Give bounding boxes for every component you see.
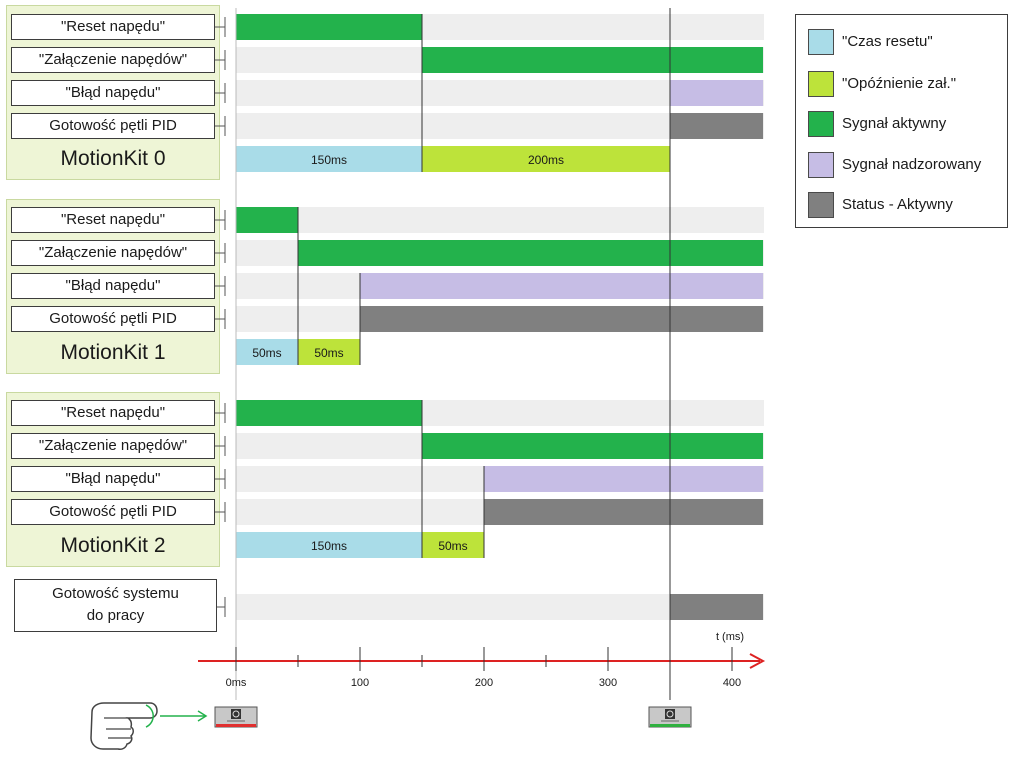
axis-tick-label-4: 400 [723, 677, 741, 689]
legend-item-reset-time: "Czas resetu" [808, 29, 1003, 57]
motionkit-2-reset-label: "Reset napędu" [11, 400, 215, 426]
legend-item-monitored-signal: Sygnał nadzorowany [808, 152, 1003, 180]
system-ready-label-line1: Gotowość systemu [52, 585, 179, 602]
signal-g2-pid [484, 499, 763, 525]
signal-g0-error [670, 80, 763, 106]
motionkit-0-enable-label: "Załączenie napędów" [11, 47, 215, 73]
legend-label-enable-delay: "Opóźnienie zał." [842, 75, 957, 92]
timing-label-g1-0: 50ms [252, 346, 281, 360]
system-ready-label: Gotowość systemu do pracy [14, 579, 217, 632]
signal-g2-error [484, 466, 763, 492]
timing-label-g0-1: 200ms [528, 153, 564, 167]
motionkit-0-pid-label: Gotowość pętli PID [11, 113, 215, 139]
motionkit-0-reset-label: "Reset napędu" [11, 14, 215, 40]
legend-item-active-signal: Sygnał aktywny [808, 111, 1003, 139]
legend-swatch-monitored-signal [808, 152, 834, 178]
legend-label-status-active: Status - Aktywny [842, 196, 953, 213]
timing-g0-0 [236, 146, 422, 172]
legend-item-status-active: Status - Aktywny [808, 192, 1003, 220]
axis-tick-label-2: 200 [475, 677, 493, 689]
signal-g1-enable [298, 240, 763, 266]
motionkit-2-name: MotionKit 2 [60, 534, 166, 557]
signal-g0-enable [422, 47, 763, 73]
motionkit-1-enable-label: "Załączenie napędów" [11, 240, 215, 266]
press-arrow-head-icon [197, 710, 208, 722]
timing-g1-0 [236, 339, 298, 365]
timing-g2-1 [422, 532, 484, 558]
timing-label-g2-1: 50ms [438, 539, 467, 553]
axis-tick-label-0: 0ms [226, 677, 247, 689]
timing-g2-0 [236, 532, 422, 558]
axis-tick-label-3: 300 [599, 677, 617, 689]
signal-g2-enable [422, 433, 763, 459]
legend-label-reset-time: "Czas resetu" [842, 33, 933, 50]
axis-unit-label: t (ms) [716, 631, 744, 643]
legend: "Czas resetu" "Opóźnienie zał." Sygnał a… [795, 14, 1008, 228]
motionkit-2-error-label: "Błąd napędu" [11, 466, 215, 492]
time-axis-arrow [749, 653, 766, 669]
motionkit-0-error-label: "Błąd napędu" [11, 80, 215, 106]
legend-swatch-status-active [808, 192, 834, 218]
motionkit-1-name: MotionKit 1 [60, 341, 166, 364]
start-button-icon [214, 706, 258, 728]
timing-g1-1 [298, 339, 360, 365]
legend-swatch-enable-delay [808, 71, 834, 97]
legend-swatch-reset-time [808, 29, 834, 55]
signal-g1-reset [236, 207, 298, 233]
signal-g2-reset [236, 400, 422, 426]
motionkit-2-enable-label: "Załączenie napędów" [11, 433, 215, 459]
ready-button-icon [648, 706, 692, 728]
signal-g1-pid [360, 306, 763, 332]
pointing-hand-icon [90, 702, 158, 750]
motionkit-0-name: MotionKit 0 [60, 147, 166, 170]
motionkit-2-pid-label: Gotowość pętli PID [11, 499, 215, 525]
motionkit-1-reset-label: "Reset napędu" [11, 207, 215, 233]
timing-label-g1-1: 50ms [314, 346, 343, 360]
signal-g0-reset [236, 14, 422, 40]
timing-g0-1 [422, 146, 670, 172]
legend-item-enable-delay: "Opóźnienie zał." [808, 71, 1003, 99]
timing-label-g0-0: 150ms [311, 153, 347, 167]
system-ready-label-line2: do pracy [86, 607, 145, 624]
signal-g1-error [360, 273, 763, 299]
motionkit-1-error-label: "Błąd napędu" [11, 273, 215, 299]
press-wave-icon [145, 704, 154, 728]
signal-g0-pid [670, 113, 763, 139]
timing-label-g2-0: 150ms [311, 539, 347, 553]
motionkit-1-pid-label: Gotowość pętli PID [11, 306, 215, 332]
legend-label-active-signal: Sygnał aktywny [842, 115, 947, 132]
legend-swatch-active-signal [808, 111, 834, 137]
axis-tick-label-1: 100 [351, 677, 369, 689]
signal-system-ready [670, 594, 763, 620]
track-g1-reset [236, 207, 764, 233]
legend-label-monitored-signal: Sygnał nadzorowany [842, 156, 982, 173]
